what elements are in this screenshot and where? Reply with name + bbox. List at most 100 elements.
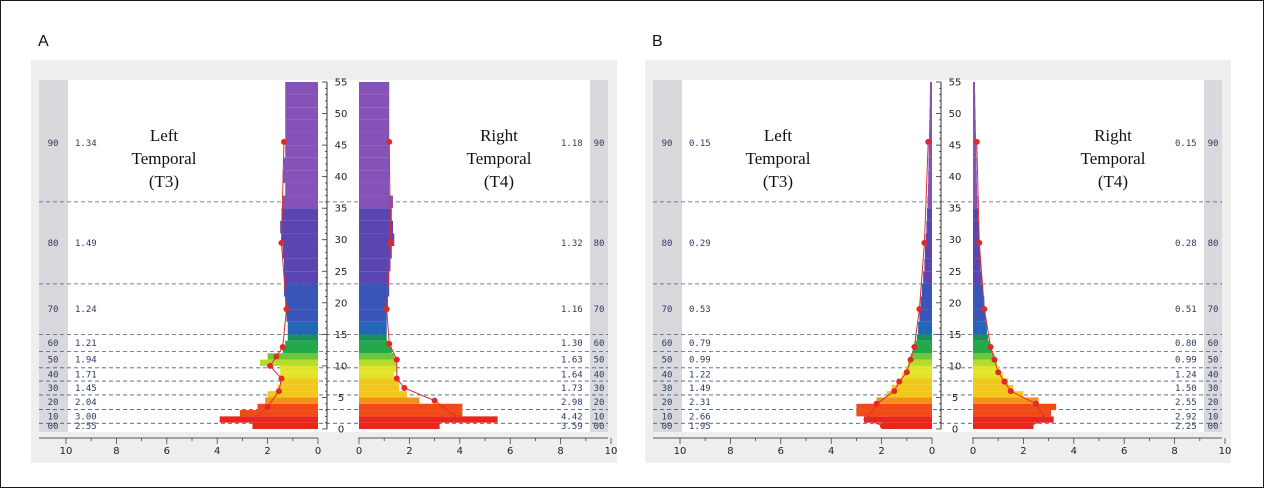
band-label-left: 10 xyxy=(48,412,59,422)
right-bar xyxy=(359,220,394,234)
band-value-left: 2.55 xyxy=(75,422,97,432)
x-axis-tick-label: 10 xyxy=(60,446,73,457)
left-bar xyxy=(267,391,318,398)
right-bar xyxy=(973,220,979,234)
y-axis-tick-label: 10 xyxy=(949,361,962,372)
left-bar xyxy=(277,384,318,392)
right-curve-point xyxy=(386,340,393,347)
band-value-left: 1.95 xyxy=(689,422,711,432)
left-bar xyxy=(285,82,318,95)
y-axis-tick-label: 50 xyxy=(949,109,962,120)
right-curve-point xyxy=(386,138,393,145)
right-bar xyxy=(973,372,1004,379)
right-bar xyxy=(973,296,985,310)
right-bar xyxy=(359,195,394,209)
band-value-right: 1.63 xyxy=(561,356,583,366)
right-bar xyxy=(973,107,976,120)
right-bar xyxy=(359,346,392,354)
right-bar xyxy=(359,132,390,146)
x-axis-tick-label: 2 xyxy=(264,446,270,457)
band-label-left: 60 xyxy=(662,339,673,349)
band-label-left: 70 xyxy=(48,305,59,315)
x-axis-tick-label: 6 xyxy=(164,446,170,457)
right-bar xyxy=(359,283,390,297)
left-curve-line xyxy=(253,141,288,420)
left-bar xyxy=(285,145,318,158)
left-region-label: Temporal xyxy=(746,149,811,168)
right-bar xyxy=(359,397,420,404)
right-bar xyxy=(359,422,440,429)
left-bar xyxy=(924,258,932,272)
x-axis-tick-label: 4 xyxy=(1071,446,1077,457)
left-curve-point xyxy=(283,306,290,313)
right-curve-point xyxy=(393,356,400,363)
right-bar xyxy=(973,416,1054,423)
left-region-label: Left xyxy=(150,126,179,145)
x-axis-tick-label: 4 xyxy=(214,446,220,457)
right-bar xyxy=(359,82,390,95)
band-value-left: 0.99 xyxy=(689,356,711,366)
x-axis-tick-label: 10 xyxy=(674,446,687,457)
right-bar xyxy=(973,334,989,341)
band-label-left: 00 xyxy=(48,422,59,432)
right-bar xyxy=(973,321,987,335)
left-bar xyxy=(267,353,318,360)
y-axis-tick-label: 40 xyxy=(335,172,348,183)
band-value-left: 2.66 xyxy=(689,412,711,422)
right-bar xyxy=(359,321,387,335)
band-value-left: 1.21 xyxy=(75,339,97,349)
band-label-left: 90 xyxy=(662,139,673,149)
left-curve-point xyxy=(863,416,870,423)
right-bar xyxy=(973,208,979,221)
band-value-right: 0.28 xyxy=(1175,239,1197,249)
right-bar xyxy=(973,132,977,146)
x-axis-tick-label: 0 xyxy=(929,446,935,457)
right-curve-point xyxy=(1043,416,1050,423)
band-value-left: 1.49 xyxy=(75,239,97,249)
right-bar xyxy=(973,378,1009,385)
right-region-label: Temporal xyxy=(1081,149,1146,168)
left-bar xyxy=(927,195,932,209)
right-curve-point xyxy=(981,306,988,313)
right-bar xyxy=(973,309,986,322)
left-bar xyxy=(921,283,932,297)
band-label-right: 50 xyxy=(594,356,605,366)
left-region-label: Left xyxy=(764,126,793,145)
left-bar xyxy=(281,208,318,221)
right-bar xyxy=(973,182,978,196)
band-label-right: 70 xyxy=(1208,305,1219,315)
right-bar xyxy=(359,334,387,341)
band-label-right: 80 xyxy=(1208,239,1219,249)
left-bar xyxy=(918,321,932,335)
band-label-left: 80 xyxy=(662,239,673,249)
left-bar xyxy=(219,416,318,423)
y-axis-tick-label: 55 xyxy=(335,78,348,89)
y-axis-column xyxy=(932,80,972,432)
left-curve-point xyxy=(916,306,923,313)
right-bar xyxy=(973,410,1052,417)
left-bar xyxy=(283,271,318,284)
left-bar xyxy=(916,334,932,341)
left-bar xyxy=(896,378,932,385)
x-axis-tick-label: 8 xyxy=(1171,446,1177,457)
left-bar xyxy=(929,82,932,95)
band-value-left: 0.29 xyxy=(689,239,711,249)
right-bar xyxy=(973,82,976,95)
right-bar xyxy=(359,391,407,398)
band-value-right: 0.51 xyxy=(1175,305,1197,315)
right-curve-point xyxy=(401,384,408,391)
band-value-right: 1.73 xyxy=(561,384,583,394)
x-axis-tick-label: 2 xyxy=(878,446,884,457)
left-bar xyxy=(285,340,318,347)
right-bar xyxy=(359,296,388,310)
band-value-left: 1.34 xyxy=(75,139,97,149)
band-value-right: 0.99 xyxy=(1175,356,1197,366)
band-label-right: 20 xyxy=(594,398,605,408)
left-bar xyxy=(282,346,318,354)
right-bar xyxy=(359,271,390,284)
right-bar xyxy=(973,422,1034,429)
right-curve-point xyxy=(973,138,980,145)
left-bar xyxy=(901,372,932,379)
left-bar xyxy=(928,170,932,183)
